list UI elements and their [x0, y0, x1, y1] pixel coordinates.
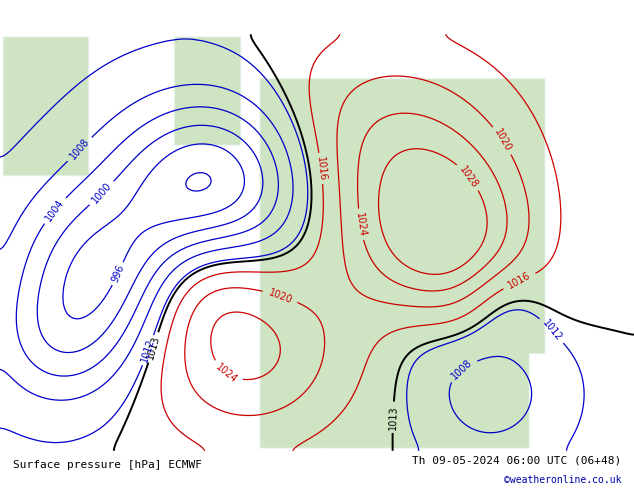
- Text: 1000: 1000: [90, 181, 113, 206]
- Text: 1024: 1024: [354, 212, 367, 237]
- Text: Surface pressure [hPa] ECMWF: Surface pressure [hPa] ECMWF: [13, 460, 202, 470]
- Text: 1020: 1020: [267, 287, 294, 305]
- Text: 1013: 1013: [387, 405, 399, 430]
- Text: 1020: 1020: [492, 127, 513, 154]
- Text: 1004: 1004: [43, 197, 66, 223]
- Text: 1012: 1012: [139, 337, 157, 364]
- Text: Th 09-05-2024 06:00 UTC (06+48): Th 09-05-2024 06:00 UTC (06+48): [412, 456, 621, 466]
- Text: 1008: 1008: [68, 137, 91, 162]
- Text: 1012: 1012: [540, 318, 564, 343]
- Text: 1016: 1016: [315, 156, 327, 181]
- Text: 1013: 1013: [145, 334, 162, 361]
- Text: 1028: 1028: [458, 164, 480, 190]
- Text: 1024: 1024: [214, 361, 239, 385]
- Text: ©weatheronline.co.uk: ©weatheronline.co.uk: [504, 475, 621, 485]
- Text: 1008: 1008: [450, 357, 474, 382]
- Text: 1016: 1016: [506, 270, 533, 291]
- Text: 996: 996: [110, 263, 126, 284]
